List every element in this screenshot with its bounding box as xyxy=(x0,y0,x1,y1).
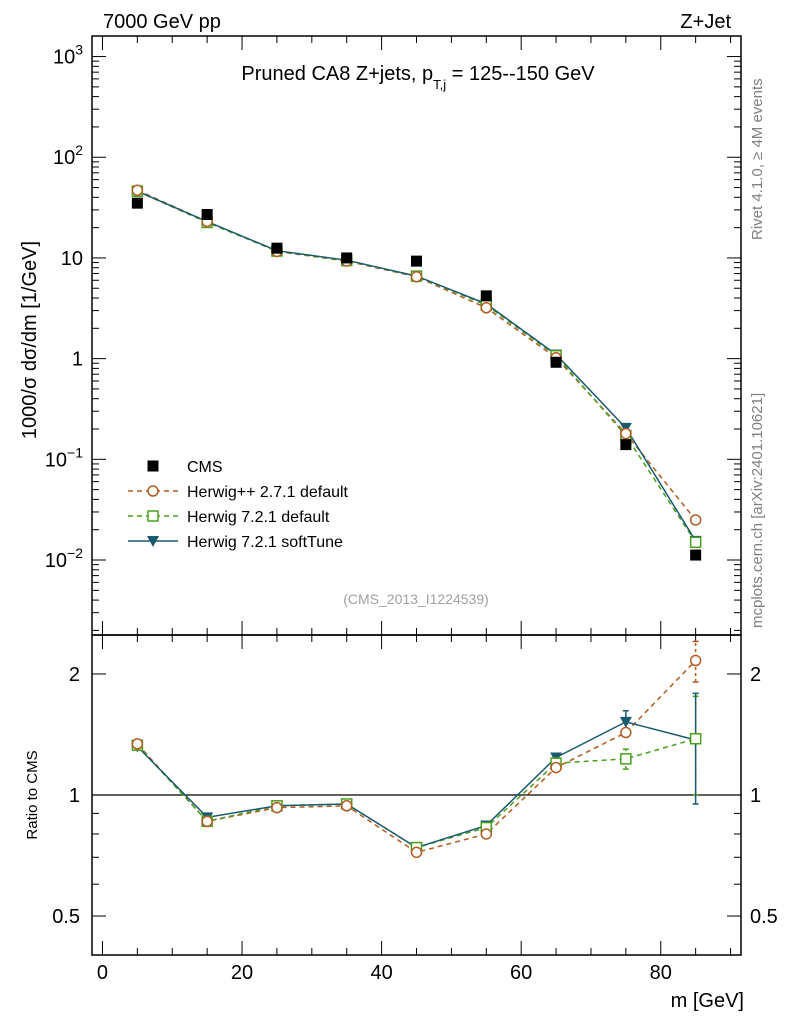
ratio-point-herwig_default xyxy=(620,753,632,765)
ratio-point-herwig_default xyxy=(689,733,702,745)
ratio-xtick-label: 20 xyxy=(231,962,253,984)
legend-label-herwig_soft: Herwig 7.2.1 softTune xyxy=(187,534,343,551)
ratio-point-herwigpp xyxy=(480,828,493,840)
ratio-ylabel: Ratio to CMS xyxy=(24,750,41,839)
ratio-point-herwigpp xyxy=(689,654,702,667)
main-point-herwigpp xyxy=(689,514,702,526)
main-point-cms xyxy=(271,242,283,254)
x-axis-label: m [GeV] xyxy=(671,990,744,1012)
plot-title: Pruned CA8 Z+jets, pT,j = 125--150 GeV xyxy=(241,63,595,92)
main-point-herwigpp xyxy=(620,427,632,440)
main-point-herwigpp xyxy=(410,271,423,283)
legend-marker-cms xyxy=(147,460,159,472)
main-ytick-base: 10 xyxy=(45,449,67,471)
main-point-cms xyxy=(620,439,632,451)
ratio-xtick-label: 80 xyxy=(650,962,672,984)
main-ytick-label: 10−2 xyxy=(45,545,83,572)
ratio-xtick-label: 0 xyxy=(97,962,108,984)
legend-marker-herwigpp xyxy=(147,485,159,497)
plot-title-main: Pruned CA8 Z+jets, p xyxy=(241,63,433,85)
main-ytick-label: 102 xyxy=(53,142,83,169)
ratio-point-herwigpp xyxy=(550,761,562,774)
main-ytick-exp: −1 xyxy=(67,444,83,460)
ratio-point-herwigpp xyxy=(620,726,632,739)
ratio-point-herwigpp xyxy=(410,846,423,859)
main-series-layer xyxy=(131,184,702,561)
ratio-point-herwigpp xyxy=(131,738,144,750)
ratio-xtick-label: 40 xyxy=(370,962,392,984)
ratio-point-herwig_soft xyxy=(619,716,632,728)
ratio-series-layer xyxy=(131,640,702,859)
ratio-ytick-label-left: 2 xyxy=(69,664,80,686)
main-point-cms xyxy=(131,197,143,209)
main-point-herwigpp xyxy=(131,184,144,197)
legend-label-herwigpp: Herwig++ 2.7.1 default xyxy=(187,484,349,501)
legend-marker-herwig_soft xyxy=(147,536,159,547)
ratio-ytick-label-left: 1 xyxy=(69,785,80,807)
plot-title-rest: = 125--150 GeV xyxy=(446,63,595,85)
ratio-line-herwig_default xyxy=(136,738,696,849)
ratio-xtick-label: 60 xyxy=(510,962,532,984)
main-ytick-exp: 2 xyxy=(75,142,83,158)
main-point-cms xyxy=(411,255,422,267)
ratio-line-herwig_soft xyxy=(136,721,696,849)
main-ytick-label: 10 xyxy=(61,248,83,270)
ratio-ytick-label-right: 1 xyxy=(750,785,761,807)
main-point-herwig_default xyxy=(689,536,702,549)
ratio-ytick-label-right: 2 xyxy=(750,664,761,686)
main-ytick-label: 10−1 xyxy=(45,444,83,471)
ratio-axis-ticks: 0.5 0.51 12 20 20 40 60 80 xyxy=(52,635,778,984)
ratio-point-herwigpp xyxy=(271,801,283,814)
legend-label-cms: CMS xyxy=(187,459,223,476)
main-ytick-base: 10 xyxy=(53,47,75,69)
main-ylabel: 1000/σ dσ/dm [1/GeV] xyxy=(19,241,41,439)
main-point-herwigpp xyxy=(480,302,493,314)
main-point-cms xyxy=(341,252,353,264)
main-ytick-base: 10 xyxy=(53,147,75,169)
main-ytick-label: 103 xyxy=(53,42,83,69)
analysis-id: (CMS_2013_I1224539) xyxy=(343,591,489,607)
main-point-cms xyxy=(201,209,213,221)
legend: CMS Herwig++ 2.7.1 default Herwig 7.2.1 de… xyxy=(128,459,349,551)
plot-title-sub: T,j xyxy=(433,77,446,92)
legend-label-herwig_default: Herwig 7.2.1 default xyxy=(187,509,330,526)
header-left: 7000 GeV pp xyxy=(103,11,221,33)
ratio-line-herwigpp xyxy=(136,660,697,854)
legend-marker-herwig_default xyxy=(147,510,159,522)
main-ytick-label: 1 xyxy=(72,349,83,371)
main-ytick-exp: 3 xyxy=(75,42,83,58)
main-ytick-exp: −2 xyxy=(67,545,83,561)
ratio-point-herwigpp xyxy=(201,815,213,828)
ratio-point-herwigpp xyxy=(340,800,353,812)
main-ytick-base: 10 xyxy=(45,550,67,572)
rivet-label: Rivet 4.1.0, ≥ 4M events xyxy=(749,78,766,240)
ratio-ytick-label-left: 0.5 xyxy=(52,906,80,928)
main-point-cms xyxy=(550,356,562,368)
main-point-cms xyxy=(480,290,492,302)
main-point-cms xyxy=(690,549,702,561)
mcplots-label: mcplots.cern.ch [arXiv:2401.10621] xyxy=(749,393,766,628)
ratio-ytick-label-right: 0.5 xyxy=(750,906,778,928)
header-right: Z+Jet xyxy=(680,11,731,33)
